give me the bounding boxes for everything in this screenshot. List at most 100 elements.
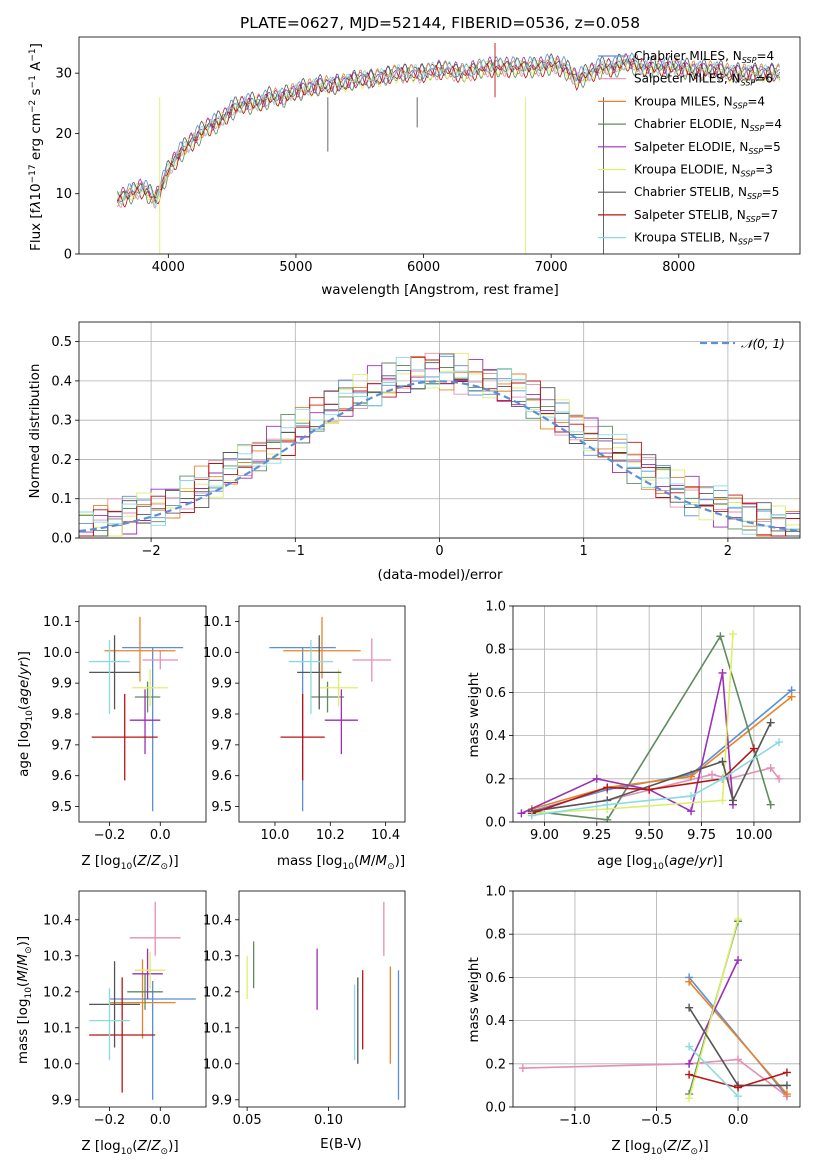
weight-marker	[718, 796, 727, 805]
y-tick-label: 0	[64, 248, 72, 263]
axes-frame	[78, 605, 207, 823]
panel-massweight-vs-metallicity: −1.0 −0.5 0.0 0.0 0.2 0.4 0.6 0.8 1.0	[485, 885, 801, 1128]
y-tick-label: 9.5	[51, 800, 72, 815]
errorbar-point	[122, 647, 184, 812]
y-tick-label: 30	[55, 67, 72, 82]
weight-marker	[728, 630, 737, 639]
weight-marker	[687, 807, 696, 816]
y-tick-label: 20	[55, 127, 72, 142]
y-tick-label: 0.3	[51, 414, 72, 429]
errorbar-point	[134, 681, 161, 713]
legend-label: Chabrier ELODIE, NSSP=4	[634, 117, 782, 133]
x-tick-label: −2	[142, 544, 161, 559]
legend-label: Salpeter STELIB, NSSP=7	[634, 208, 778, 224]
residual-hist-5	[79, 353, 800, 537]
spectrum-line-8	[116, 55, 780, 209]
weight-marker	[749, 744, 758, 753]
x-tick-label: 2	[724, 544, 732, 559]
errorbar-point	[89, 988, 130, 1061]
x-tick-label: 0	[435, 544, 443, 559]
y-tick-label: 0.5	[51, 335, 72, 350]
panel-age-vs-metallicity: −0.2 0.0 9.5 9.6 9.7 9.8 9.9 10.0 10.1	[43, 605, 207, 843]
errorbar-point	[109, 959, 176, 1039]
legend-label: Chabrier STELIB, NSSP=5	[634, 185, 779, 201]
residuals-xlabel: (data-model)/error	[377, 567, 503, 583]
plot-area	[518, 915, 791, 1103]
y-tick-label: 10.1	[203, 1021, 232, 1036]
axis-labels: wavelength [Angstrom, rest frame] Flux […	[15, 43, 723, 1157]
residual-hist-2	[79, 356, 800, 537]
y-tick-label: 10.1	[43, 615, 72, 630]
legend-label: Salpeter MILES, NSSP=6	[634, 72, 773, 88]
weight-marker	[734, 915, 743, 924]
x-tick-label: −0.2	[94, 1113, 126, 1128]
panel-massweight-vs-age: 9.00 9.25 9.50 9.75 10.00 0.0 0.2 0.4 0.6 0.8 1.0	[485, 600, 801, 843]
y-tick-label: 9.7	[211, 738, 232, 753]
errorbar-point	[324, 689, 358, 755]
weight-marker	[734, 956, 743, 965]
weight-line-2	[688, 981, 788, 1095]
y-tick-label: 10.3	[43, 949, 72, 964]
axes-frame	[512, 890, 801, 1108]
weight-marker	[782, 1081, 791, 1090]
y-tick-label: 9.6	[211, 769, 232, 784]
legend: Chabrier MILES, NSSP=4 Salpeter MILES, NS…	[598, 49, 782, 247]
y-tick-label: 10.1	[43, 1021, 72, 1036]
plot-area	[269, 616, 392, 812]
x-tick-label: 1	[580, 544, 588, 559]
plot-area	[89, 901, 196, 1100]
weight-marker	[685, 977, 694, 986]
x-tick-label: −1.0	[559, 1113, 591, 1128]
massEbv-xlabel: E(B-V)	[320, 1136, 362, 1152]
weight-marker	[734, 1055, 743, 1064]
weight-marker	[603, 800, 612, 809]
y-tick-label: 9.8	[51, 708, 72, 723]
y-tick-label: 0.0	[485, 1101, 506, 1116]
errorbar-point	[283, 616, 361, 679]
weight-marker	[708, 770, 717, 779]
errorbar-point	[129, 901, 181, 956]
y-tick-label: 10.4	[203, 913, 232, 928]
errorbar-point	[288, 639, 334, 714]
x-tick-label: 0.0	[150, 828, 171, 843]
errorbar-point	[109, 981, 196, 1100]
plot-area	[116, 43, 780, 254]
weight-marker	[685, 1059, 694, 1068]
x-tick-label: 5000	[279, 260, 312, 275]
x-tick-label: 0.05	[233, 1113, 262, 1128]
x-tick-label: 0.0	[728, 1113, 749, 1128]
weight-line-3	[531, 634, 772, 821]
spectrum-line-5	[116, 55, 780, 202]
axes-frame	[78, 36, 801, 255]
mwAge-ylabel: mass weight	[466, 672, 482, 757]
y-tick-label: 0.0	[51, 532, 72, 547]
weight-line-4	[688, 959, 739, 1065]
weight-marker	[592, 774, 601, 783]
panel-spectrum: 4000 5000 6000 7000 8000 0 10 20 30 Chabrier MILE…	[55, 36, 801, 275]
weight-marker	[718, 668, 727, 677]
spectrum-line-4	[117, 53, 780, 202]
x-tick-label: 7000	[535, 260, 568, 275]
reference-legend-label: 𝒩(0, 1)	[741, 337, 785, 351]
errorbar-point	[132, 669, 168, 707]
legend-label: Kroupa ELODIE, NSSP=3	[634, 163, 773, 179]
weight-marker	[687, 772, 696, 781]
y-tick-label: 10.0	[203, 646, 232, 661]
weight-line-7	[531, 748, 755, 815]
weight-marker	[782, 1090, 791, 1099]
weight-marker	[775, 774, 784, 783]
x-tick-label: 9.50	[635, 828, 664, 843]
y-tick-label: 9.9	[211, 677, 232, 692]
weight-marker	[718, 774, 727, 783]
y-tick-label: 0.2	[485, 772, 506, 787]
y-tick-label: 1.0	[485, 600, 506, 615]
weight-marker	[685, 1042, 694, 1051]
errorbar-point	[89, 961, 140, 1048]
weight-marker	[518, 1064, 527, 1073]
legend-label: Chabrier MILES, NSSP=4	[634, 49, 774, 65]
panel-mass-vs-metallicity: −0.2 0.0 9.9 10.0 10.1 10.2 10.3 10.4	[43, 890, 207, 1128]
y-tick-label: 0.6	[485, 971, 506, 986]
errorbar-point	[134, 952, 166, 989]
weight-marker	[687, 792, 696, 801]
y-tick-label: 0.4	[485, 1014, 506, 1029]
